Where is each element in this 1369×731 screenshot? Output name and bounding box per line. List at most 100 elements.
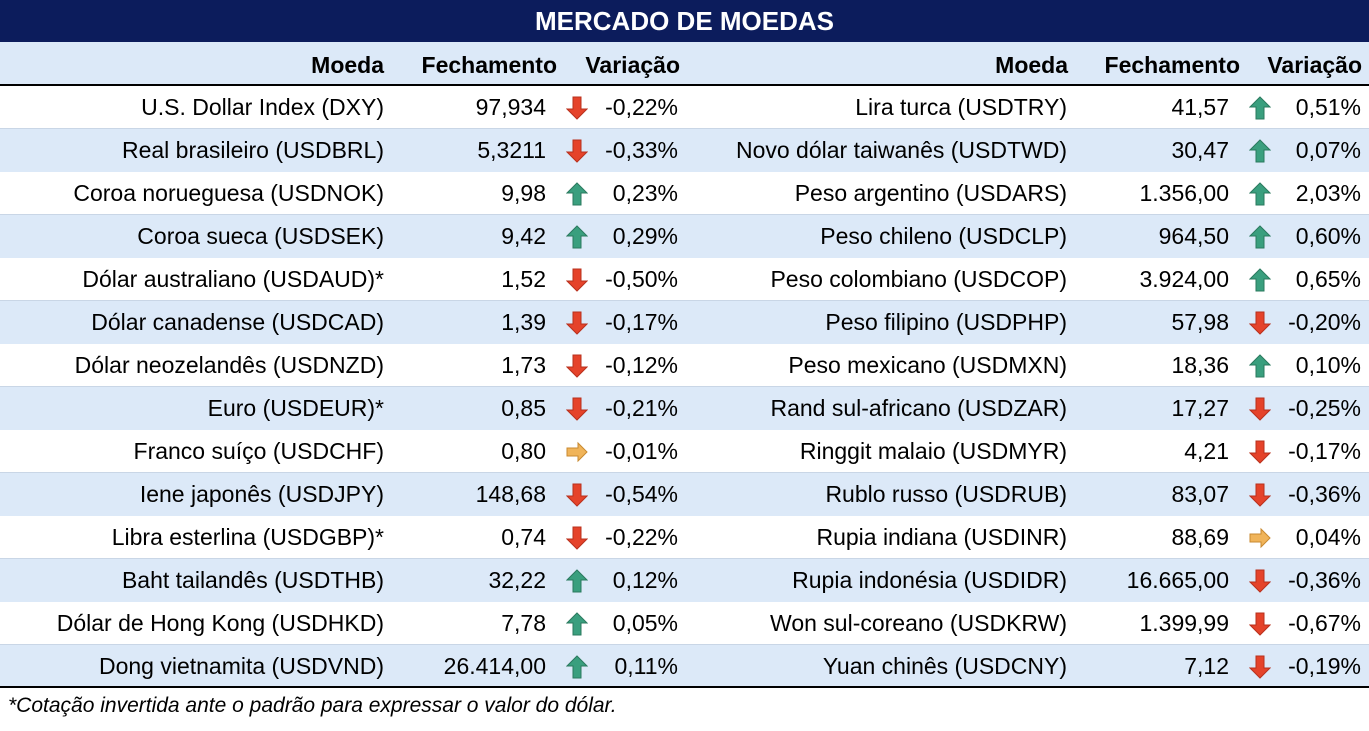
closing-value: 1,73 xyxy=(501,352,546,378)
closing-value: 41,57 xyxy=(1171,94,1229,120)
footnote: *Cotação invertida ante o padrão para ex… xyxy=(8,694,617,717)
arrow-up-icon xyxy=(565,655,589,679)
change-value: -0,01% xyxy=(605,438,678,464)
arrow-down-icon xyxy=(1248,397,1272,421)
arrow-down-icon xyxy=(565,96,589,120)
currency-name: Rand sul-africano (USDZAR) xyxy=(770,395,1067,421)
arrow-up-icon xyxy=(565,569,589,593)
arrow-up-icon xyxy=(565,612,589,636)
change-value: -0,50% xyxy=(605,266,678,292)
currency-name: Dólar de Hong Kong (USDHKD) xyxy=(56,610,384,636)
header-close-right: Fechamento xyxy=(1104,52,1240,78)
closing-value: 57,98 xyxy=(1171,309,1229,335)
currency-name: Novo dólar taiwanês (USDTWD) xyxy=(735,137,1067,163)
arrow-down-icon xyxy=(565,268,589,292)
closing-value: 16.665,00 xyxy=(1126,567,1229,593)
change-value: -0,36% xyxy=(1288,567,1361,593)
arrow-down-icon xyxy=(565,311,589,335)
arrow-right-icon xyxy=(1249,526,1271,550)
table-row: Euro (USDEUR)* 0,85 -0,21% Rand sul-african… xyxy=(0,387,1369,430)
arrow-down-icon xyxy=(565,139,589,163)
arrow-up-icon xyxy=(1248,96,1272,120)
change-value: 0,12% xyxy=(612,567,678,593)
table-row: Franco suíço (USDCHF) 0,80 -0,01% Ringgit m… xyxy=(0,430,1369,473)
closing-value: 17,27 xyxy=(1171,395,1229,421)
closing-value: 5,3211 xyxy=(477,137,546,163)
header-currency-left: Moeda xyxy=(311,52,384,78)
arrow-up-icon xyxy=(565,225,589,249)
currency-name: Coroa sueca (USDSEK) xyxy=(137,223,384,249)
change-value: 0,04% xyxy=(1295,524,1361,550)
table-bottom-border xyxy=(0,686,1369,688)
change-value: -0,22% xyxy=(605,94,678,120)
currency-name: Ringgit malaio (USDMYR) xyxy=(799,438,1067,464)
currency-name: Rupia indonésia (USDIDR) xyxy=(792,567,1067,593)
closing-value: 1.399,99 xyxy=(1139,610,1229,636)
currency-name: Peso chileno (USDCLP) xyxy=(820,223,1067,249)
currency-name: Yuan chinês (USDCNY) xyxy=(822,653,1067,679)
currency-name: Baht tailandês (USDTHB) xyxy=(121,567,384,593)
change-value: -0,12% xyxy=(605,352,678,378)
currency-name: Dólar australiano (USDAUD)* xyxy=(82,266,384,292)
change-value: -0,20% xyxy=(1288,309,1361,335)
arrow-down-icon xyxy=(1248,483,1272,507)
arrow-down-icon xyxy=(1248,311,1272,335)
table-row: Libra esterlina (USDGBP)* 0,74 -0,22% Rupia… xyxy=(0,516,1369,559)
closing-value: 9,42 xyxy=(501,223,546,249)
closing-value: 1.356,00 xyxy=(1139,180,1229,206)
arrow-down-icon xyxy=(565,526,589,550)
change-value: 0,10% xyxy=(1295,352,1361,378)
closing-value: 18,36 xyxy=(1171,352,1229,378)
change-value: 0,07% xyxy=(1295,137,1361,163)
table-title: MERCADO DE MOEDAS xyxy=(0,0,1369,42)
header-close-left: Fechamento xyxy=(421,52,557,78)
table-row: Iene japonês (USDJPY) 148,68 -0,54% Rublo r… xyxy=(0,473,1369,516)
currency-name: Euro (USDEUR)* xyxy=(207,395,384,421)
currency-name: Coroa norueguesa (USDNOK) xyxy=(73,180,384,206)
change-value: 2,03% xyxy=(1295,180,1361,206)
table-header: Moeda Fechamento Variação Moeda Fechamen… xyxy=(0,42,1369,86)
arrow-down-icon xyxy=(1248,440,1272,464)
closing-value: 4,21 xyxy=(1184,438,1229,464)
arrow-down-icon xyxy=(565,397,589,421)
closing-value: 0,80 xyxy=(501,438,546,464)
closing-value: 26.414,00 xyxy=(443,653,546,679)
change-value: 0,11% xyxy=(614,653,678,679)
arrow-down-icon xyxy=(1248,569,1272,593)
arrow-up-icon xyxy=(565,182,589,206)
header-change-left: Variação xyxy=(585,52,680,78)
closing-value: 32,22 xyxy=(488,567,546,593)
closing-value: 1,39 xyxy=(501,309,546,335)
currency-name: Libra esterlina (USDGBP)* xyxy=(111,524,384,550)
arrow-down-icon xyxy=(565,483,589,507)
closing-value: 3.924,00 xyxy=(1139,266,1229,292)
change-value: -0,19% xyxy=(1288,653,1361,679)
currency-name: Iene japonês (USDJPY) xyxy=(139,481,384,507)
closing-value: 1,52 xyxy=(501,266,546,292)
currency-name: Lira turca (USDTRY) xyxy=(855,94,1067,120)
arrow-up-icon xyxy=(1248,268,1272,292)
arrow-up-icon xyxy=(1248,225,1272,249)
table-row: Dólar australiano (USDAUD)* 1,52 -0,50% Pes… xyxy=(0,258,1369,301)
change-value: 0,65% xyxy=(1295,266,1361,292)
currency-name: Peso argentino (USDARS) xyxy=(794,180,1067,206)
change-value: -0,25% xyxy=(1288,395,1361,421)
change-value: 0,60% xyxy=(1295,223,1361,249)
currency-name: Dólar canadense (USDCAD) xyxy=(91,309,384,335)
closing-value: 964,50 xyxy=(1158,223,1229,249)
currency-name: Dólar neozelandês (USDNZD) xyxy=(74,352,384,378)
change-value: -0,67% xyxy=(1288,610,1361,636)
currency-name: Rupia indiana (USDINR) xyxy=(816,524,1067,550)
table-row: Coroa norueguesa (USDNOK) 9,98 0,23% Peso a… xyxy=(0,172,1369,215)
table-row: Real brasileiro (USDBRL) 5,3211 -0,33% Novo… xyxy=(0,129,1369,172)
change-value: 0,05% xyxy=(612,610,678,636)
arrow-down-icon xyxy=(1248,655,1272,679)
table-row: U.S. Dollar Index (DXY) 97,934 -0,22% Lira … xyxy=(0,86,1369,129)
table-row: Baht tailandês (USDTHB) 32,22 0,12% Rupia i… xyxy=(0,559,1369,602)
closing-value: 97,934 xyxy=(475,94,546,120)
change-value: -0,22% xyxy=(605,524,678,550)
closing-value: 9,98 xyxy=(501,180,546,206)
closing-value: 0,85 xyxy=(501,395,546,421)
change-value: 0,29% xyxy=(612,223,678,249)
